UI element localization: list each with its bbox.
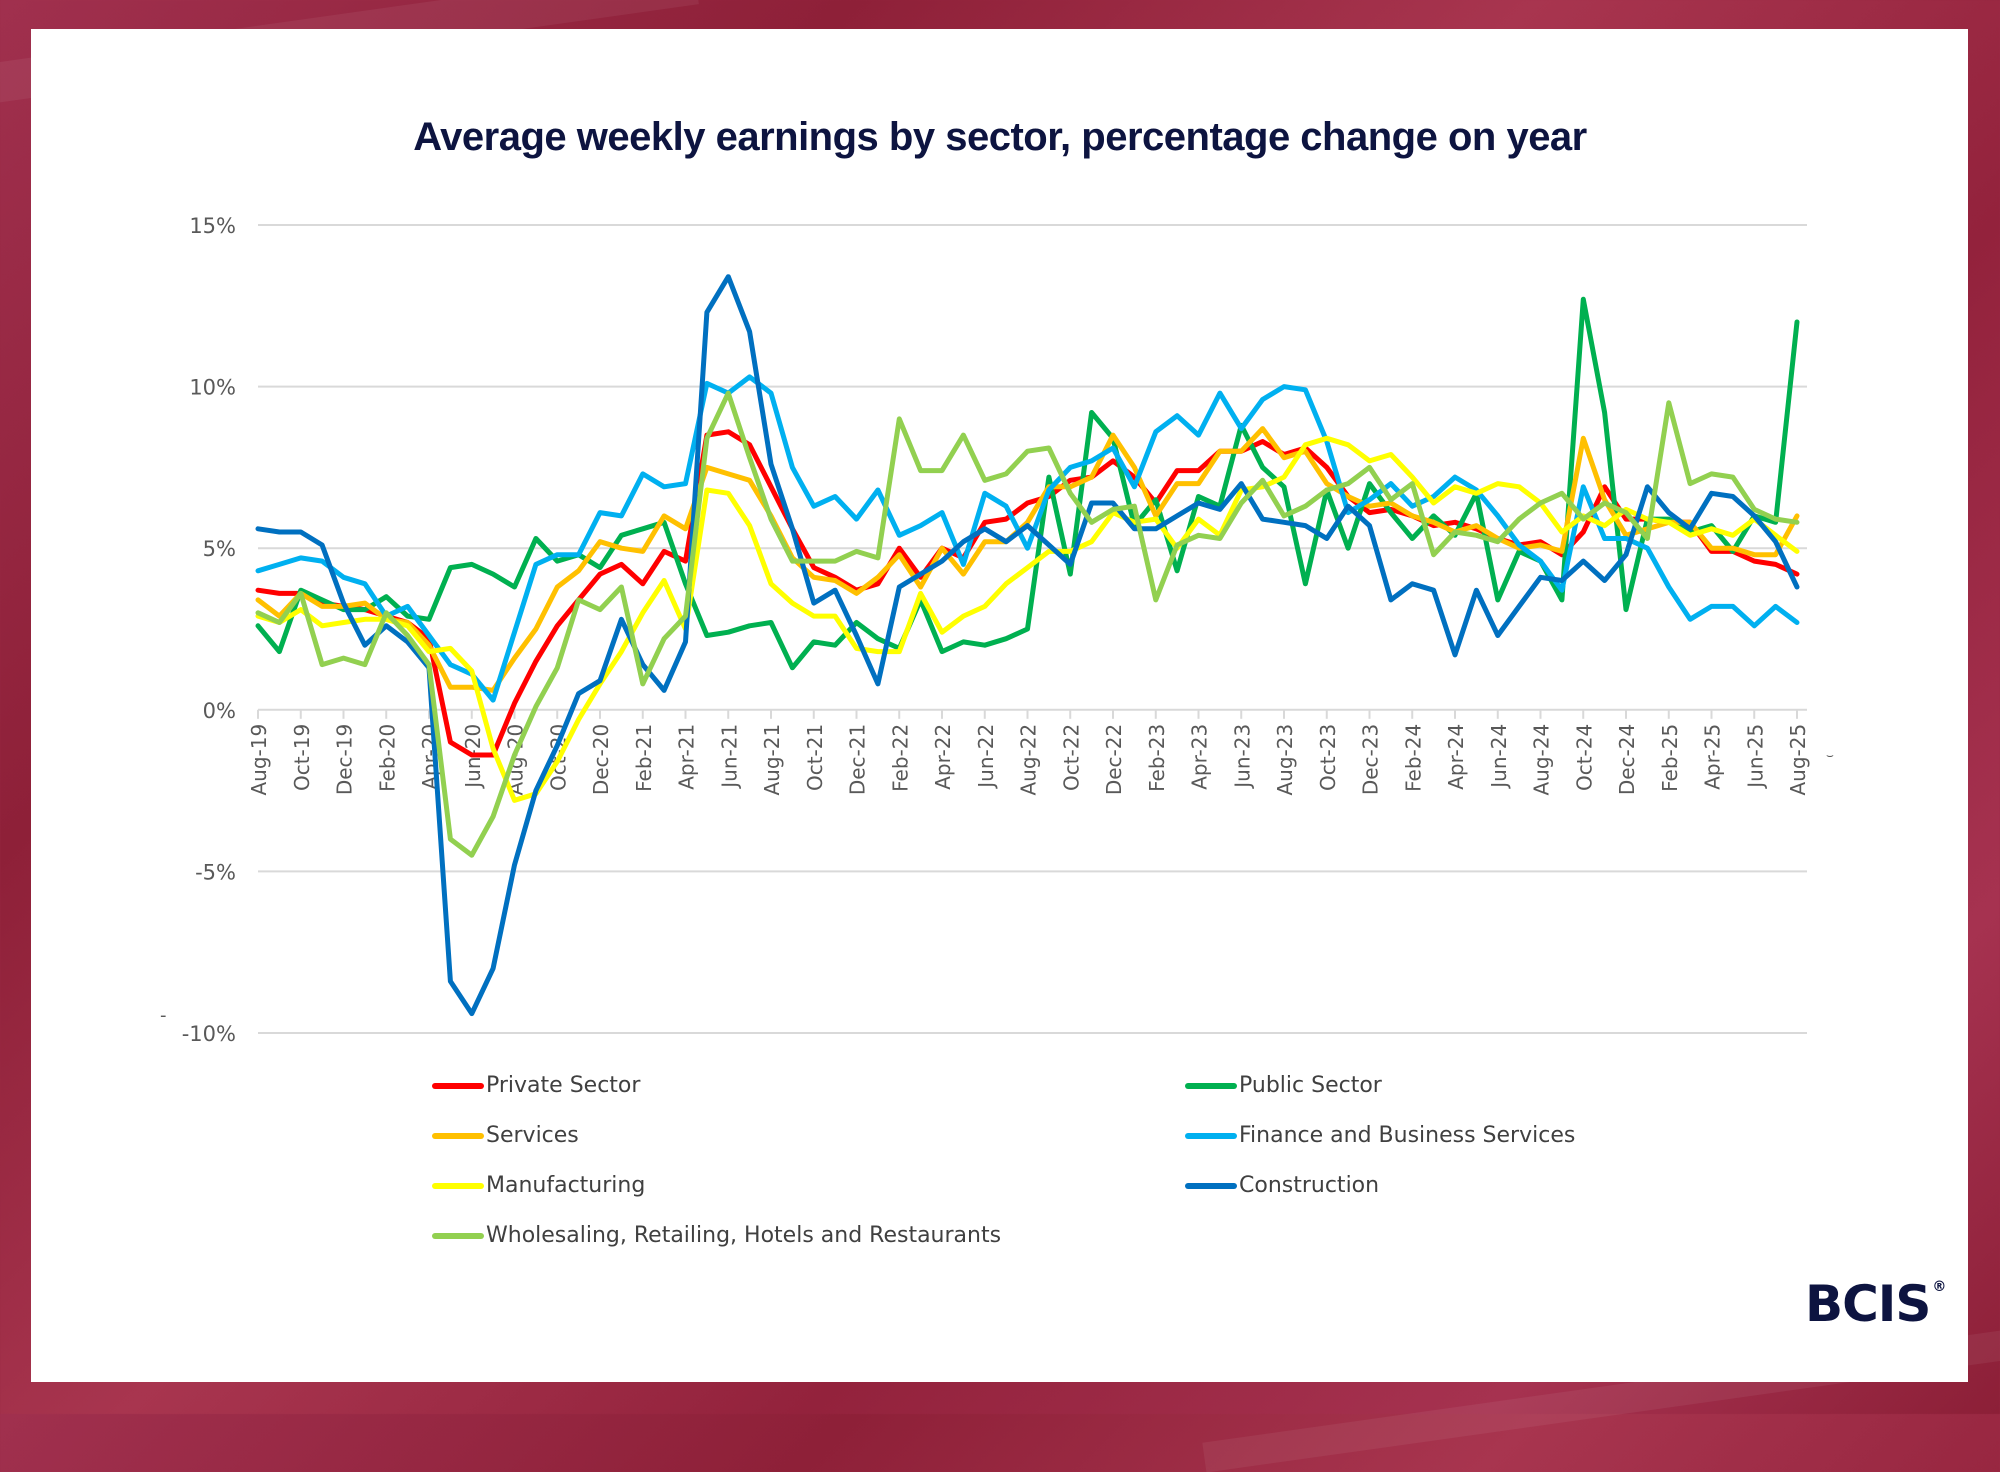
registered-mark: ® [1932,1279,1946,1295]
legend-label: Private Sector [486,1073,641,1098]
x-tick-label: Feb-24 [1401,724,1425,792]
x-tick-label: Dec-23 [1359,724,1383,795]
y-tick-label: 5% [203,537,236,561]
x-tick-label: Jun-24 [1487,724,1511,790]
chart-card [31,29,1968,1382]
legend-label: Public Sector [1239,1073,1382,1098]
x-tick-label: Oct-23 [1316,724,1340,791]
x-tick-label: Jun-25 [1743,724,1767,790]
legend-swatch [1185,1082,1237,1089]
stray-dash-mark: - [160,1005,167,1026]
x-tick-label: Dec-20 [589,724,613,795]
x-tick-label: Jun-22 [974,724,998,790]
x-tick-label: Jun-21 [717,724,741,790]
series-line-construction [255,274,1800,1017]
series-line-finance-and-business-services [255,374,1800,703]
x-tick-label: Dec-21 [846,724,870,795]
x-tick-label: Aug-19 [247,724,271,796]
legend-item-public-sector: Public Sector [1185,1073,1382,1098]
legend-swatch [432,1182,484,1189]
x-tick-label: Dec-22 [1102,724,1126,795]
legend-swatch [432,1232,484,1239]
legend-label: Construction [1239,1173,1380,1198]
legend-item-services: Services [432,1123,579,1148]
x-tick-label: Feb-22 [888,724,912,792]
legend-swatch [1185,1182,1237,1189]
legend-label: Wholesaling, Retailing, Hotels and Resta… [486,1223,1002,1248]
legend-label: Services [486,1123,579,1148]
legend-item-manufacturing: Manufacturing [432,1173,645,1198]
x-tick-label: Feb-21 [632,724,656,792]
y-tick-label: -5% [195,860,236,884]
legend-item-finance-business: Finance and Business Services [1185,1123,1575,1148]
x-tick-label: Oct-19 [290,724,314,791]
x-tick-label: Apr-25 [1701,724,1725,790]
x-tick-label: Oct-21 [803,724,827,791]
legend-swatch [432,1132,484,1139]
x-tick-label: Aug-23 [1273,724,1297,796]
bcis-logo: BCIS ® [1805,1275,1946,1333]
x-tick-label: Feb-23 [1145,724,1169,792]
x-tick-label: Dec-19 [333,724,357,795]
legend-item-construction: Construction [1185,1173,1379,1198]
x-tick-label: Dec-24 [1615,724,1639,795]
legend-swatch [1185,1132,1237,1139]
x-tick-label: Apr-24 [1444,724,1468,790]
series-line-wholesaling-retailing-hotels-and-restaurants [255,390,1800,858]
series-lines [255,274,1800,1017]
x-tick-label: Oct-22 [1059,724,1083,791]
y-tick-label: 0% [203,699,236,723]
x-tick-label: Apr-22 [931,724,955,790]
y-tick-label: 15% [189,214,236,238]
stray-curve-mark: ⌣ [1826,748,1834,762]
series-line-private-sector [255,429,1800,758]
chart-title: Average weekly earnings by sector, perce… [413,115,1587,159]
y-axis-labels: 15% 10% 5% 0% -5% -10% [182,214,236,1046]
legend-swatch [432,1082,484,1089]
x-tick-label: Feb-20 [375,724,399,792]
x-tick-label: Jun-23 [1230,724,1254,790]
x-tick-label: Apr-21 [675,724,699,790]
x-axis: Aug-19 Oct-19 Dec-19 Feb-20 Apr-20 Jun-20 Aug-… [247,709,1810,796]
logo-text: BCIS [1805,1275,1931,1333]
x-tick-label: Aug-22 [1017,724,1041,796]
x-tick-label: Feb-25 [1658,724,1682,792]
legend-item-private-sector: Private Sector [432,1073,640,1098]
legend-label: Finance and Business Services [1239,1123,1576,1148]
x-tick-label: Oct-24 [1572,724,1596,791]
x-tick-label: Aug-24 [1530,724,1554,796]
series-line-public-sector [255,296,1800,671]
legend-label: Manufacturing [486,1173,646,1198]
legend-item-wholesaling: Wholesaling, Retailing, Hotels and Resta… [432,1223,1001,1248]
x-tick-label: Aug-25 [1786,724,1810,796]
gridlines [258,224,1807,1034]
y-tick-label: 10% [189,376,236,400]
y-tick-label: -10% [182,1022,236,1046]
x-tick-label: Aug-21 [760,724,784,796]
x-tick-label: Apr-23 [1188,724,1212,790]
line-chart: 15% 10% 5% 0% -5% -10% Aug-19 Oct-19 Dec-19 Feb-… [182,214,1810,1046]
series-line-services [255,426,1800,693]
